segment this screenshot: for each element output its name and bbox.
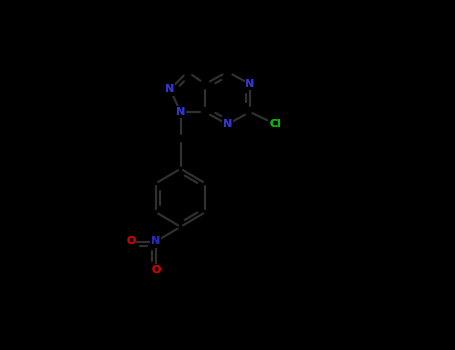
Text: N: N (166, 84, 175, 94)
Text: N: N (245, 79, 254, 89)
Text: N: N (151, 237, 160, 246)
Text: O: O (151, 265, 161, 275)
Text: O: O (126, 237, 136, 246)
FancyBboxPatch shape (245, 78, 255, 90)
Text: N: N (223, 119, 232, 129)
FancyBboxPatch shape (151, 235, 161, 248)
FancyBboxPatch shape (151, 264, 161, 276)
Text: N: N (176, 107, 185, 117)
Text: Cl: Cl (270, 119, 282, 129)
Text: Cl: Cl (270, 119, 282, 129)
FancyBboxPatch shape (175, 106, 186, 118)
Text: O: O (126, 237, 136, 246)
Text: N: N (176, 107, 185, 117)
FancyBboxPatch shape (165, 83, 175, 96)
Text: O: O (151, 265, 161, 275)
Text: N: N (245, 79, 254, 89)
FancyBboxPatch shape (222, 118, 233, 131)
Text: N: N (166, 84, 175, 94)
FancyBboxPatch shape (268, 118, 283, 131)
Text: N: N (223, 119, 232, 129)
FancyBboxPatch shape (126, 235, 136, 248)
Text: N: N (151, 237, 160, 246)
